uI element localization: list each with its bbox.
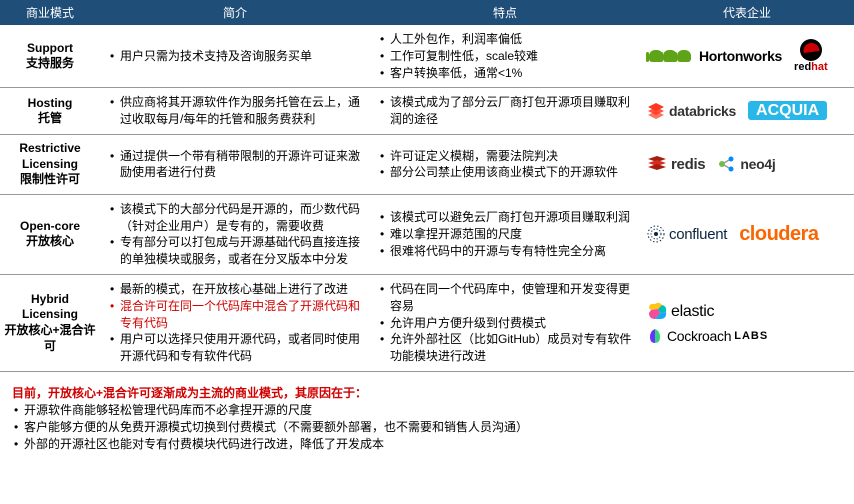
databricks-icon: [646, 101, 666, 121]
intro-item: 供应商将其开源软件作为服务托管在云上，通过收取每月/每年的托管和服务费获利: [108, 94, 362, 128]
logos-cell: Hortonworks redhat: [640, 39, 854, 73]
fedora-icon: [800, 39, 822, 61]
features-cell: 该模式可以避免云厂商打包开源项目赚取利润难以拿捏开源范围的尺度很难将代码中的开源…: [370, 209, 640, 259]
neo4j-icon: [717, 154, 737, 174]
company-logo: redis: [646, 154, 705, 174]
feature-item: 该模式成为了部分云厂商打包开源项目赚取利润的途径: [378, 94, 632, 128]
summary-item: 开源软件商能够轻松管理代码库而不必拿捏开源的尺度: [12, 402, 842, 419]
table-row: Hybrid Licensing开放核心+混合许可最新的模式，在开放核心基础上进…: [0, 275, 854, 372]
intro-cell: 最新的模式，在开放核心基础上进行了改进混合许可在同一个代码库中混合了开源代码和专…: [100, 281, 370, 365]
intro-item: 用户只需为技术支持及咨询服务买单: [108, 48, 362, 65]
cockroach-icon: [646, 327, 664, 345]
acquia-logo: ACQUIA: [748, 101, 827, 120]
model-name: Open-core开放核心: [0, 219, 100, 250]
business-model-table: 商业模式 简介 特点 代表企业 Support支持服务用户只需为技术支持及咨询服…: [0, 0, 854, 372]
logos-cell: redis neo4j: [640, 154, 854, 174]
feature-item: 很难将代码中的开源与专有特性完全分离: [378, 243, 632, 260]
feature-item: 允许外部社区（比如GitHub）成员对专有软件功能模块进行改进: [378, 331, 632, 365]
summary-section: 目前，开放核心+混合许可逐渐成为主流的商业模式，其原因在于： 开源软件商能够轻松…: [0, 372, 854, 452]
confluent-icon: [646, 224, 666, 244]
intro-item: 专有部分可以打包成与开源基础代码直接连接的单独模块或服务，或者在分叉版本中分发: [108, 234, 362, 268]
company-logo: redhat: [794, 39, 828, 73]
intro-item: 通过提供一个带有稍带限制的开源许可证来激励使用者进行付费: [108, 148, 362, 182]
summary-title: 目前，开放核心+混合许可逐渐成为主流的商业模式，其原因在于：: [12, 384, 842, 402]
features-cell: 该模式成为了部分云厂商打包开源项目赚取利润的途径: [370, 94, 640, 128]
intro-item: 最新的模式，在开放核心基础上进行了改进: [108, 281, 362, 298]
feature-item: 部分公司禁止使用该商业模式下的开源软件: [378, 164, 632, 181]
company-logo: databricks: [646, 101, 736, 121]
model-name: Hosting托管: [0, 96, 100, 127]
model-name: Restrictive Licensing限制性许可: [0, 141, 100, 188]
redhat-logo: redhat: [794, 39, 828, 73]
table-header: 商业模式 简介 特点 代表企业: [0, 0, 854, 25]
features-cell: 代码在同一个代码库中，使管理和开发变得更容易允许用户方便升级到付费模式允许外部社…: [370, 281, 640, 365]
logos-cell: elastic Cockroach LABS: [640, 301, 854, 345]
feature-item: 工作可复制性低，scale较难: [378, 48, 632, 65]
elephant-icon: [646, 48, 694, 64]
elastic-icon: [646, 301, 668, 323]
intro-item: 用户可以选择只使用开源代码，或者同时使用开源代码和专有软件代码: [108, 331, 362, 365]
intro-cell: 用户只需为技术支持及咨询服务买单: [100, 48, 370, 65]
model-name: Hybrid Licensing开放核心+混合许可: [0, 292, 100, 354]
feature-item: 客户转换率低，通常<1%: [378, 65, 632, 82]
company-logo: cloudera: [739, 223, 818, 246]
summary-item: 外部的开源社区也能对专有付费模块代码进行改进，降低了开发成本: [12, 436, 842, 453]
company-logo: elastic: [646, 301, 714, 323]
table-row: Hosting托管供应商将其开源软件作为服务托管在云上，通过收取每月/每年的托管…: [0, 88, 854, 135]
table-row: Open-core开放核心该模式下的大部分代码是开源的，而少数代码（针对企业用户…: [0, 195, 854, 275]
intro-cell: 通过提供一个带有稍带限制的开源许可证来激励使用者进行付费: [100, 148, 370, 182]
logos-cell: confluent cloudera: [640, 223, 854, 246]
summary-list: 开源软件商能够轻松管理代码库而不必拿捏开源的尺度客户能够方便的从免费开源模式切换…: [12, 402, 842, 452]
company-logo: ACQUIA: [748, 102, 827, 120]
intro-cell: 供应商将其开源软件作为服务托管在云上，通过收取每月/每年的托管和服务费获利: [100, 94, 370, 128]
intro-cell: 该模式下的大部分代码是开源的，而少数代码（针对企业用户）是专有的，需要收费专有部…: [100, 201, 370, 268]
company-logo: Hortonworks: [646, 48, 782, 64]
redis-icon: [646, 154, 668, 174]
table-body: Support支持服务用户只需为技术支持及咨询服务买单人工外包作，利润率偏低工作…: [0, 25, 854, 372]
col-companies: 代表企业: [640, 0, 854, 25]
features-cell: 许可证定义模糊，需要法院判决部分公司禁止使用该商业模式下的开源软件: [370, 148, 640, 182]
table-row: Support支持服务用户只需为技术支持及咨询服务买单人工外包作，利润率偏低工作…: [0, 25, 854, 88]
model-name: Support支持服务: [0, 41, 100, 72]
feature-item: 允许用户方便升级到付费模式: [378, 315, 632, 332]
intro-item: 该模式下的大部分代码是开源的，而少数代码（针对企业用户）是专有的，需要收费: [108, 201, 362, 235]
company-logo: Cockroach LABS: [646, 327, 768, 345]
company-logo: confluent: [646, 224, 727, 244]
col-intro: 简介: [100, 0, 370, 25]
col-features: 特点: [370, 0, 640, 25]
feature-item: 许可证定义模糊，需要法院判决: [378, 148, 632, 165]
table-row: Restrictive Licensing限制性许可通过提供一个带有稍带限制的开…: [0, 135, 854, 195]
feature-item: 该模式可以避免云厂商打包开源项目赚取利润: [378, 209, 632, 226]
feature-item: 难以拿捏开源范围的尺度: [378, 226, 632, 243]
feature-item: 代码在同一个代码库中，使管理和开发变得更容易: [378, 281, 632, 315]
summary-item: 客户能够方便的从免费开源模式切换到付费模式（不需要额外部署，也不需要和销售人员沟…: [12, 419, 842, 436]
company-logo: neo4j: [717, 154, 775, 174]
logos-cell: databricks ACQUIA: [640, 101, 854, 121]
intro-item: 混合许可在同一个代码库中混合了开源代码和专有代码: [108, 298, 362, 332]
features-cell: 人工外包作，利润率偏低工作可复制性低，scale较难客户转换率低，通常<1%: [370, 31, 640, 81]
col-model: 商业模式: [0, 0, 100, 25]
feature-item: 人工外包作，利润率偏低: [378, 31, 632, 48]
